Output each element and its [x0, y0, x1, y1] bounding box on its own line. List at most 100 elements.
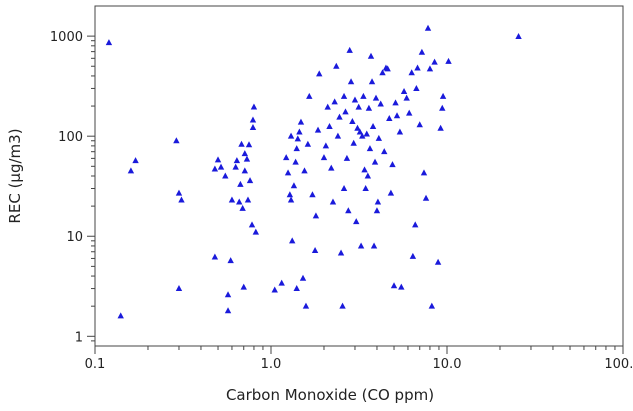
data-point: [293, 285, 300, 292]
data-point: [392, 99, 399, 106]
data-point: [240, 283, 247, 290]
data-point: [367, 52, 375, 59]
x-tick-label: 100.0: [604, 357, 633, 372]
y-tick-label: 100: [58, 130, 83, 145]
data-point: [369, 122, 377, 129]
data-point: [244, 196, 252, 203]
data-point: [311, 247, 319, 254]
data-point: [173, 137, 180, 144]
data-point: [428, 302, 436, 309]
data-point: [400, 87, 408, 94]
data-point: [414, 64, 421, 71]
data-point: [339, 302, 346, 309]
data-point: [403, 94, 410, 101]
data-point: [329, 198, 337, 205]
data-point: [282, 154, 290, 161]
data-point: [224, 307, 232, 314]
data-point: [312, 212, 320, 219]
data-point: [370, 242, 378, 249]
data-point: [324, 103, 331, 110]
data-point: [287, 196, 295, 203]
data-point: [232, 163, 239, 170]
plot-frame: [94, 5, 624, 347]
data-point: [340, 92, 348, 99]
data-point: [314, 126, 322, 133]
data-point: [211, 253, 219, 260]
data-point: [393, 112, 401, 119]
data-point: [515, 33, 522, 40]
data-point: [228, 196, 236, 203]
data-point: [237, 180, 244, 187]
data-point: [340, 185, 348, 192]
data-point: [445, 57, 452, 64]
x-axis-title: Carbon Monoxide (CO ppm): [226, 386, 434, 404]
data-point: [286, 191, 294, 198]
data-point: [217, 163, 225, 170]
data-point: [252, 228, 260, 235]
data-point: [337, 249, 345, 256]
data-point: [371, 158, 379, 165]
data-point: [375, 134, 383, 141]
data-point: [236, 198, 243, 205]
data-point: [132, 157, 139, 164]
data-point: [356, 128, 364, 135]
data-point: [350, 139, 357, 146]
data-point: [374, 198, 382, 205]
data-point: [287, 132, 295, 139]
data-point: [437, 124, 444, 131]
data-point: [420, 169, 428, 176]
data-point: [343, 154, 351, 161]
data-point: [366, 145, 374, 152]
data-point: [361, 166, 368, 173]
data-point: [105, 39, 113, 46]
data-point: [117, 312, 124, 319]
data-point: [241, 167, 249, 174]
data-point: [175, 189, 183, 196]
data-point: [377, 100, 384, 107]
data-point: [439, 104, 446, 111]
data-point: [342, 108, 349, 115]
x-tick-label: 10.0: [433, 357, 462, 372]
x-tick-label: 1.0: [261, 357, 282, 372]
data-points: [105, 24, 522, 319]
data-point: [271, 286, 278, 293]
data-point: [246, 177, 254, 184]
data-point: [328, 164, 335, 171]
data-point: [294, 135, 302, 142]
data-point: [398, 283, 405, 290]
data-point: [386, 115, 393, 122]
data-point: [354, 124, 361, 131]
data-point: [245, 141, 253, 148]
data-point: [250, 103, 258, 110]
data-point: [175, 285, 183, 292]
data-point: [222, 172, 229, 179]
data-point: [424, 24, 432, 31]
y-axis-title: REC (µg/m3): [6, 128, 24, 223]
data-point: [387, 189, 395, 196]
data-point: [390, 282, 398, 289]
y-tick-label: 1000: [50, 30, 83, 45]
data-point: [384, 65, 391, 72]
data-point: [284, 169, 292, 176]
data-point: [306, 92, 313, 99]
data-point: [364, 172, 372, 179]
axis-ticks: 0.1 1.0 10.0 100.0 1 10 100 1000: [50, 30, 633, 372]
data-point: [365, 104, 373, 111]
data-point: [304, 140, 312, 147]
data-point: [290, 182, 298, 189]
data-point: [297, 118, 305, 125]
data-point: [289, 237, 296, 244]
data-point: [408, 69, 415, 76]
data-point: [359, 132, 366, 139]
data-point: [409, 252, 417, 259]
data-point: [238, 140, 245, 147]
data-point: [346, 46, 353, 53]
data-point: [224, 291, 232, 298]
data-point: [413, 84, 420, 91]
y-tick-label: 1: [75, 330, 83, 345]
data-point: [233, 157, 241, 164]
data-point: [389, 161, 396, 168]
data-point: [320, 154, 328, 161]
data-point: [292, 158, 299, 165]
data-point: [360, 92, 367, 99]
